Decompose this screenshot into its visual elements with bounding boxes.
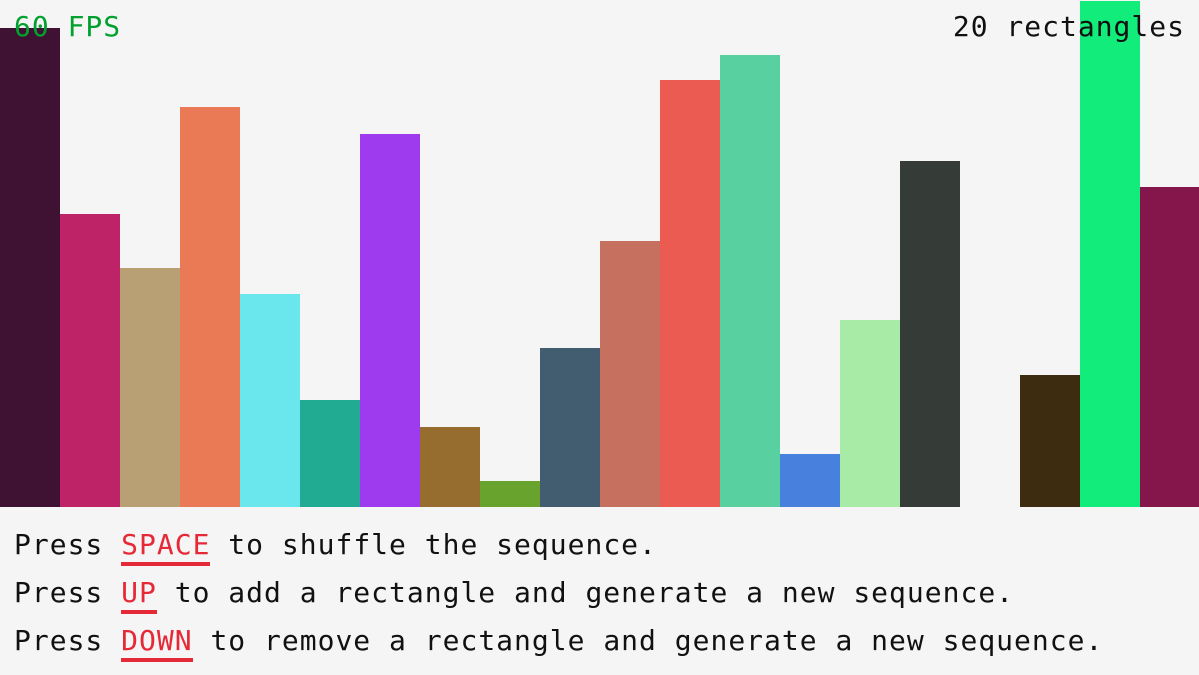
instruction-text: to add a rectangle and generate a new se… (156, 576, 1015, 609)
instruction-up: Press UP to add a rectangle and generate… (14, 576, 1015, 614)
rectangle-bar (360, 134, 420, 507)
rectangle-bar (120, 268, 180, 507)
key-space: SPACE (121, 528, 211, 566)
fps-counter: 60 FPS (14, 10, 122, 43)
rectangle-bar (780, 454, 840, 507)
instruction-text: Press (14, 576, 122, 609)
rectangle-bar (1080, 1, 1140, 507)
instruction-text: to shuffle the sequence. (210, 528, 657, 561)
instruction-text: to remove a rectangle and generate a new… (192, 624, 1104, 657)
rectangle-count: 20 rectangles (952, 10, 1185, 43)
instruction-text: Press (14, 624, 122, 657)
rectangle-bar (300, 400, 360, 507)
rectangle-bar (240, 294, 300, 507)
key-down: DOWN (121, 624, 193, 662)
rectangle-bar (840, 320, 900, 507)
instruction-text: Press (14, 528, 122, 561)
instruction-space: Press SPACE to shuffle the sequence. (14, 528, 657, 566)
rectangle-bar (60, 214, 120, 507)
rectangle-bar (1140, 187, 1199, 507)
rectangle-bar (900, 161, 960, 507)
rectangle-bar (0, 28, 60, 507)
rectangle-bar (1020, 375, 1080, 507)
rectangle-bar (540, 348, 600, 507)
rectangle-bar (660, 80, 720, 507)
rectangle-bar (720, 55, 780, 507)
key-up: UP (121, 576, 157, 614)
instruction-down: Press DOWN to remove a rectangle and gen… (14, 624, 1104, 662)
rectangle-bar (420, 427, 480, 507)
rectangle-bar (180, 107, 240, 507)
rectangle-bar (480, 481, 540, 507)
rectangles-area (0, 1, 1199, 507)
rectangle-bar (600, 241, 660, 507)
